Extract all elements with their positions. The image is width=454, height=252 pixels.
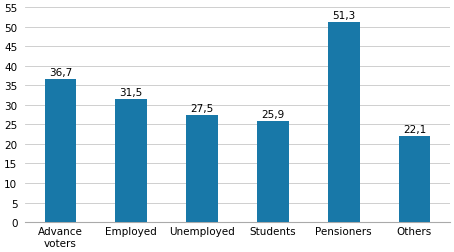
Bar: [44, 79, 76, 222]
Bar: [399, 136, 430, 222]
Text: 22,1: 22,1: [403, 125, 426, 135]
Text: 25,9: 25,9: [261, 110, 285, 120]
Text: 36,7: 36,7: [49, 68, 72, 78]
Bar: [257, 121, 289, 222]
Text: 51,3: 51,3: [332, 11, 355, 21]
Bar: [115, 100, 147, 222]
Bar: [186, 115, 218, 222]
Text: 31,5: 31,5: [119, 88, 143, 98]
Text: 27,5: 27,5: [190, 104, 214, 114]
Bar: [328, 22, 360, 222]
